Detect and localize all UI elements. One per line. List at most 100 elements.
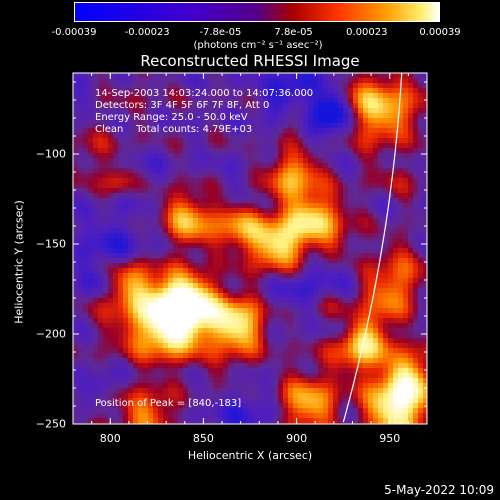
heatmap-cell [173, 118, 179, 124]
heatmap-cell [263, 268, 269, 274]
heatmap-cell [403, 338, 409, 344]
heatmap-cell [78, 403, 84, 409]
heatmap-cell [363, 148, 369, 154]
heatmap-cell [193, 243, 199, 249]
heatmap-cell [343, 128, 349, 134]
heatmap-cell [343, 363, 349, 369]
heatmap-cell [313, 83, 319, 89]
heatmap-cell [268, 288, 274, 294]
heatmap-cell [388, 203, 394, 209]
heatmap-cell [188, 263, 194, 269]
heatmap-cell [323, 383, 329, 389]
heatmap-cell [143, 253, 149, 259]
heatmap-cell [323, 413, 329, 419]
heatmap-cell [418, 378, 424, 384]
heatmap-cell [248, 303, 254, 309]
heatmap-cell [128, 293, 134, 299]
heatmap-cell [213, 173, 219, 179]
heatmap-cell [368, 403, 374, 409]
heatmap-cell [233, 248, 239, 254]
heatmap-cell [288, 383, 294, 389]
heatmap-cell [388, 148, 394, 154]
heatmap-cell [173, 88, 179, 94]
heatmap-cell [293, 363, 299, 369]
heatmap-cell [273, 343, 279, 349]
heatmap-cell [248, 408, 254, 414]
heatmap-cell [423, 263, 427, 269]
heatmap-cell [108, 78, 114, 84]
heatmap-cell [83, 373, 89, 379]
heatmap-cell [128, 93, 134, 99]
heatmap-cell [353, 143, 359, 149]
heatmap-cell [293, 118, 299, 124]
heatmap-cell [298, 368, 304, 374]
heatmap-cell [248, 128, 254, 134]
heatmap-cell [93, 418, 99, 424]
heatmap-cell [228, 168, 234, 174]
heatmap-cell [408, 283, 414, 289]
heatmap-cell [328, 368, 334, 374]
heatmap-cell [388, 373, 394, 379]
heatmap-cell [288, 218, 294, 224]
heatmap-cell [193, 238, 199, 244]
heatmap-cell [408, 273, 414, 279]
heatmap-cell [108, 198, 114, 204]
heatmap-cell [263, 358, 269, 364]
heatmap-cell [383, 408, 389, 414]
heatmap-cell [323, 128, 329, 134]
heatmap-cell [173, 378, 179, 384]
heatmap-cell [383, 333, 389, 339]
heatmap-cell [353, 353, 359, 359]
heatmap-cell [333, 203, 339, 209]
heatmap-cell [228, 353, 234, 359]
heatmap-cell [348, 163, 354, 169]
heatmap-cell [288, 168, 294, 174]
heatmap-cell [373, 378, 379, 384]
heatmap-cell [253, 163, 259, 169]
heatmap-cell [108, 103, 114, 109]
heatmap-cell [123, 213, 129, 219]
heatmap-cell [383, 383, 389, 389]
heatmap-cell [178, 398, 184, 404]
heatmap-cell [263, 338, 269, 344]
heatmap-cell [223, 328, 229, 334]
heatmap-cell [273, 118, 279, 124]
heatmap-cell [333, 193, 339, 199]
heatmap-cell [333, 158, 339, 164]
heatmap-cell [128, 333, 134, 339]
heatmap-cell [353, 153, 359, 159]
heatmap-cell [253, 228, 259, 234]
heatmap-cell [163, 148, 169, 154]
heatmap-cell [343, 153, 349, 159]
heatmap-cell [423, 333, 427, 339]
heatmap-cell [233, 303, 239, 309]
heatmap-cell [313, 93, 319, 99]
heatmap-cell [373, 128, 379, 134]
heatmap-cell [353, 338, 359, 344]
heatmap-cell [318, 363, 324, 369]
heatmap-cell [168, 138, 174, 144]
heatmap-cell [193, 353, 199, 359]
heatmap-cell [413, 288, 419, 294]
heatmap-cell [323, 313, 329, 319]
heatmap-cell [258, 398, 264, 404]
heatmap-cell [103, 278, 109, 284]
heatmap-cell [138, 298, 144, 304]
heatmap-cell [383, 238, 389, 244]
heatmap-cell [383, 363, 389, 369]
heatmap-cell [368, 348, 374, 354]
heatmap-cell [138, 113, 144, 119]
heatmap-cell [153, 253, 159, 259]
heatmap-cell [408, 253, 414, 259]
heatmap-cell [93, 393, 99, 399]
heatmap-cell [143, 268, 149, 274]
heatmap-cell [83, 408, 89, 414]
heatmap-cell [153, 73, 159, 79]
heatmap-cell [268, 143, 274, 149]
heatmap-cell [88, 163, 94, 169]
heatmap-cell [343, 408, 349, 414]
heatmap-cell [118, 128, 124, 134]
heatmap-cell [198, 188, 204, 194]
heatmap-cell [213, 318, 219, 324]
heatmap-cell [353, 138, 359, 144]
